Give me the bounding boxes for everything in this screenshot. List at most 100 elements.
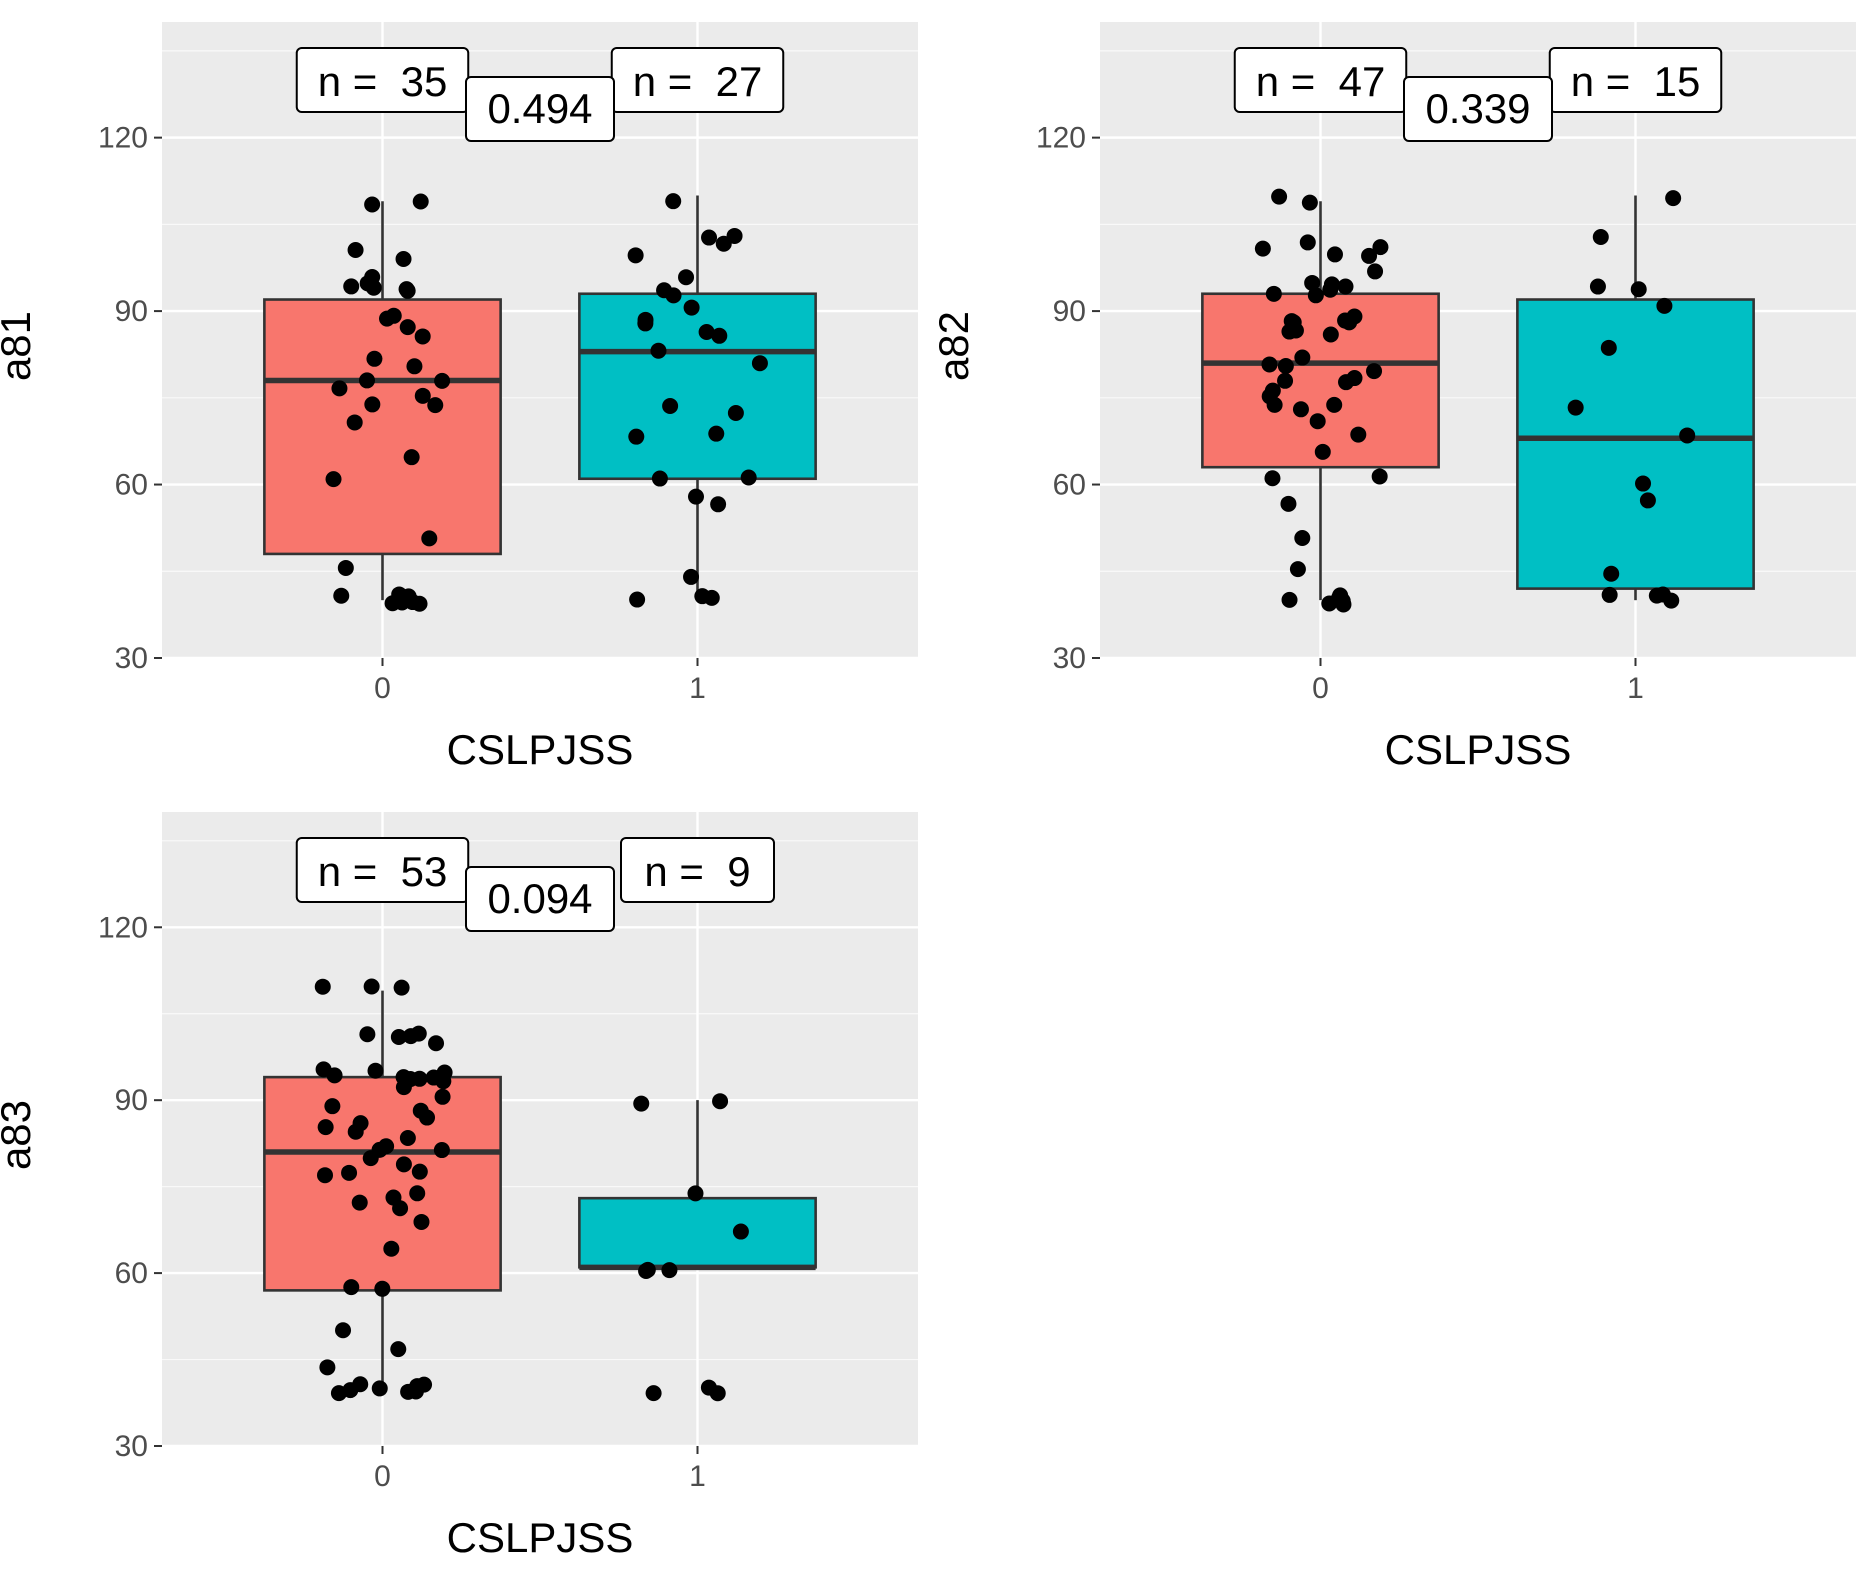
data-point <box>1372 239 1389 256</box>
data-point <box>1326 396 1343 413</box>
data-point <box>1301 194 1318 211</box>
data-point <box>406 358 423 375</box>
y-tick-label: 30 <box>115 1430 148 1463</box>
n-label: n = 35 <box>318 58 448 105</box>
y-tick-label: 120 <box>1036 122 1086 155</box>
data-point <box>1304 274 1321 291</box>
data-point <box>324 1098 341 1115</box>
data-point <box>1648 587 1665 604</box>
data-point <box>1271 188 1288 205</box>
data-point <box>409 1185 426 1202</box>
data-point <box>1294 349 1311 366</box>
data-point <box>367 1062 384 1079</box>
y-tick-label: 60 <box>115 1257 148 1290</box>
panel-a81: 30 60 90 120 0 1 CSLPJSS a81 n = 35 n = 27 0.494 <box>0 22 918 773</box>
data-point <box>434 372 451 389</box>
data-point <box>711 327 728 344</box>
x-tick-label: 1 <box>1627 672 1644 705</box>
data-point <box>412 1102 429 1119</box>
data-point <box>1322 326 1339 343</box>
n-label: n = 27 <box>633 58 763 105</box>
data-point <box>1635 475 1652 492</box>
data-point <box>385 1189 402 1206</box>
box-0 <box>263 298 502 556</box>
data-point <box>342 1382 359 1399</box>
n-label: n = 53 <box>318 848 448 895</box>
data-point <box>1309 413 1326 430</box>
data-point <box>365 279 382 296</box>
data-point <box>726 227 743 244</box>
data-point <box>1656 297 1673 314</box>
data-point <box>1371 468 1388 485</box>
data-point <box>1280 495 1297 512</box>
y-axis-title: a82 <box>930 311 977 381</box>
data-point <box>411 1070 428 1087</box>
data-point <box>399 319 416 336</box>
data-point <box>433 1142 450 1159</box>
data-point <box>1281 591 1298 608</box>
data-point <box>319 1359 336 1376</box>
y-tick-label: 120 <box>98 122 148 155</box>
n-label: n = 15 <box>1571 58 1701 105</box>
y-tick-label: 90 <box>115 295 148 328</box>
data-point <box>1261 356 1278 373</box>
data-point <box>337 559 354 576</box>
data-point <box>1589 278 1606 295</box>
data-point <box>1292 401 1309 418</box>
data-point <box>436 1064 453 1081</box>
data-point <box>412 193 429 210</box>
data-point <box>411 1163 428 1180</box>
data-point <box>1265 285 1282 302</box>
data-point <box>650 342 667 359</box>
data-point <box>403 449 420 466</box>
data-point <box>314 978 331 995</box>
pvalue-box <box>1403 76 1553 142</box>
data-point <box>1254 240 1271 257</box>
data-point <box>639 1261 656 1278</box>
data-point <box>1283 313 1300 330</box>
y-tick-label: 30 <box>115 642 148 675</box>
data-point <box>352 1115 369 1132</box>
data-point <box>407 1383 424 1400</box>
data-point <box>709 1385 726 1402</box>
data-point <box>1361 247 1378 264</box>
data-point <box>364 396 381 413</box>
data-point <box>732 1223 749 1240</box>
data-point <box>374 1280 391 1297</box>
data-point <box>656 282 673 299</box>
data-point <box>384 595 401 612</box>
data-point <box>727 405 744 422</box>
x-tick-label: 0 <box>1312 672 1329 705</box>
y-tick-label: 90 <box>1053 295 1086 328</box>
y-tick-label: 30 <box>1053 642 1086 675</box>
data-point <box>1639 492 1656 509</box>
pvalue-label: 0.339 <box>1425 85 1530 132</box>
data-point <box>1326 246 1343 263</box>
data-point <box>395 1069 412 1086</box>
data-point <box>343 278 360 295</box>
data-point <box>351 1194 368 1211</box>
data-point <box>1294 530 1311 547</box>
box-1 <box>578 1196 817 1269</box>
x-axis-title: CSLPJSS <box>1385 726 1572 773</box>
data-point <box>661 1262 678 1279</box>
data-point <box>740 469 757 486</box>
panel-a82: 30 60 90 120 0 1 CSLPJSS a82 n = 47 n = 15 0.339 <box>930 22 1856 773</box>
data-point <box>703 589 720 606</box>
data-point <box>347 242 364 259</box>
data-point <box>413 1213 430 1230</box>
data-point <box>385 307 402 324</box>
data-point <box>1679 427 1696 444</box>
pvalue-label: 0.494 <box>487 85 592 132</box>
pvalue-box <box>465 76 615 142</box>
data-point <box>1600 339 1617 356</box>
data-point <box>1350 426 1367 443</box>
panel-a83: 30 60 90 120 0 1 CSLPJSS a83 n = 53 n = 9 0.094 <box>0 812 918 1561</box>
data-point <box>399 1130 416 1147</box>
data-point <box>366 350 383 367</box>
data-point <box>1277 372 1294 389</box>
data-point <box>317 1119 334 1136</box>
x-tick-label: 1 <box>689 672 706 705</box>
data-point <box>317 1167 334 1184</box>
box-1 <box>578 292 817 481</box>
